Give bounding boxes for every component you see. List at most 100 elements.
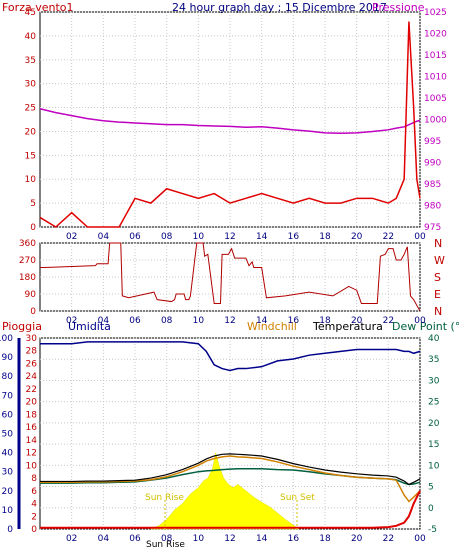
pressure-tick-label: 995 — [424, 137, 441, 147]
compass-tick-label: W — [434, 254, 445, 267]
temperature-tick-label: 15 — [428, 440, 439, 450]
temperature-series-line — [40, 453, 421, 486]
humidity-series-line — [40, 341, 421, 372]
wind-tick-label: 45 — [25, 8, 36, 18]
direction-tick-label: 0 — [30, 307, 36, 317]
rain-tick-label: 6 — [31, 487, 37, 497]
rain-series-line — [40, 490, 421, 529]
solar-area — [150, 452, 299, 530]
solar-radiation-area — [150, 452, 299, 530]
wind-tick-label: 40 — [25, 32, 37, 42]
rain-tick-label: 20 — [26, 398, 38, 408]
compass-tick-label: N — [434, 305, 442, 318]
pressure-tick-label: 975 — [424, 223, 441, 233]
wind-tick-label: 10 — [25, 175, 37, 185]
humidity-tick-label: 80 — [2, 372, 14, 382]
temperature-tick-label: 30 — [428, 376, 440, 386]
rain-tick-label: 10 — [26, 461, 38, 471]
time-tick-label: 02 — [66, 316, 77, 326]
time-tick-label: 14 — [256, 232, 268, 242]
time-tick-label: 20 — [351, 534, 363, 544]
time-tick-label: 00 — [414, 316, 426, 326]
pressure-tick-label: 1010 — [424, 73, 447, 83]
time-tick-label: 18 — [319, 316, 331, 326]
pressure-series-line — [39, 108, 421, 135]
direction-tick-label: 360 — [19, 239, 36, 249]
time-tick-label: 10 — [193, 534, 205, 544]
temperature-tick-label: 35 — [428, 355, 439, 365]
temperature-tick-label: 40 — [428, 334, 440, 344]
time-tick-label: 04 — [98, 232, 110, 242]
time-tick-label: 14 — [256, 316, 268, 326]
compass-tick-label: E — [434, 288, 441, 301]
temperature-tick-label: 25 — [428, 398, 439, 408]
temperature-tick-label: 5 — [428, 483, 434, 493]
pressure-tick-label: 980 — [424, 202, 441, 212]
pressure-tick-label: 990 — [424, 159, 441, 169]
temperature-tick-label: 0 — [428, 504, 434, 514]
time-tick-label: 00 — [414, 232, 426, 242]
rain-axis-label: Pioggia — [2, 320, 42, 333]
time-tick-label: 18 — [319, 232, 331, 242]
pressure-tick-label: 1015 — [424, 51, 447, 61]
time-tick-label: 12 — [224, 316, 235, 326]
humidity-tick-label: 40 — [2, 449, 14, 459]
rain-tick-label: 0 — [31, 525, 37, 535]
wind-tick-label: 0 — [30, 223, 36, 233]
time-tick-label: 08 — [161, 316, 173, 326]
wind-tick-label: 35 — [25, 56, 36, 66]
humidity-tick-label: 10 — [2, 506, 14, 516]
rain-tick-label: 8 — [31, 474, 37, 484]
rain-tick-label: 24 — [26, 372, 38, 382]
windchill-legend: Windchill — [247, 320, 297, 333]
humidity-tick-label: 20 — [2, 487, 14, 497]
rain-tick-label: 2 — [31, 512, 37, 522]
time-tick-label: 20 — [351, 316, 363, 326]
rain-tick-label: 18 — [26, 410, 38, 420]
rain-tick-label: 28 — [26, 347, 38, 357]
time-tick-label: 12 — [224, 232, 235, 242]
humidity-tick-label: 60 — [2, 410, 14, 420]
time-tick-label: 22 — [383, 534, 394, 544]
pressure-tick-label: 985 — [424, 180, 441, 190]
time-tick-label: 16 — [288, 316, 300, 326]
wind-direction-series-line — [40, 242, 421, 312]
humidity-tick-label: 0 — [7, 525, 13, 535]
wind-series-line — [39, 21, 421, 228]
compass-tick-label: S — [434, 271, 441, 284]
direction-tick-label: 270 — [19, 256, 36, 266]
time-tick-label: 14 — [256, 534, 268, 544]
rain-tick-label: 12 — [26, 449, 37, 459]
chart-title: 24 hour graph day : 15 Dicembre 2017 — [172, 1, 387, 14]
humidity-tick-label: 100 — [0, 334, 13, 344]
direction-tick-label: 180 — [19, 273, 36, 283]
rain-tick-label: 22 — [26, 385, 37, 395]
wind-tick-label: 15 — [25, 151, 36, 161]
time-tick-label: 02 — [66, 534, 77, 544]
time-tick-label: 16 — [288, 534, 300, 544]
time-tick-label: 10 — [193, 232, 205, 242]
compass-tick-label: N — [434, 237, 442, 250]
wind-tick-label: 25 — [25, 104, 36, 114]
time-tick-label: 04 — [98, 316, 110, 326]
dewpoint-legend: Dew Point (°C — [392, 320, 459, 333]
pressure-tick-label: 1020 — [424, 30, 447, 40]
humidity-tick-label: 90 — [2, 353, 14, 363]
direction-tick-label: 90 — [25, 290, 37, 300]
sunset-label: Sun Set — [280, 493, 315, 503]
time-tick-label: 20 — [351, 232, 363, 242]
windchill-series-line — [40, 455, 421, 503]
time-tick-label: 06 — [129, 316, 141, 326]
wind-tick-label: 30 — [25, 80, 37, 90]
time-tick-label: 16 — [288, 232, 300, 242]
sunrise-bottom-label: Sun Rise — [146, 540, 185, 550]
time-tick-label: 04 — [98, 534, 110, 544]
wind-tick-label: 5 — [30, 199, 36, 209]
humidity-tick-label: 30 — [2, 468, 14, 478]
time-tick-label: 12 — [224, 534, 235, 544]
pressure-tick-label: 1025 — [424, 8, 447, 18]
temperature-tick-label: 10 — [428, 461, 440, 471]
series-lines — [39, 21, 421, 529]
